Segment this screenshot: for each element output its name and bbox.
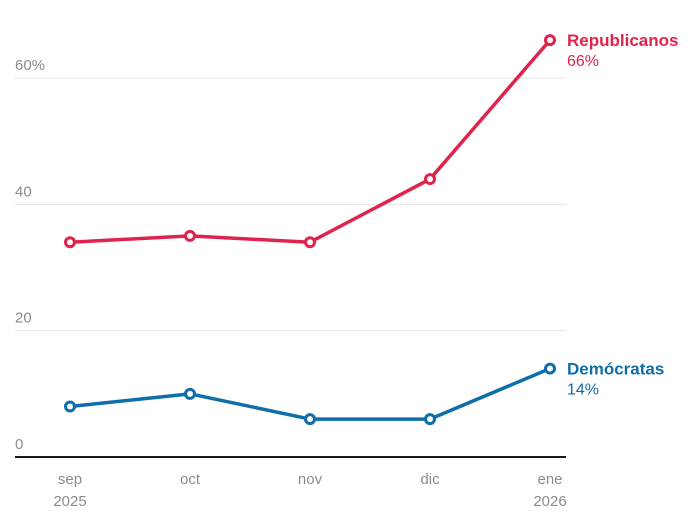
data-point-marker: [64, 400, 76, 413]
data-point-marker: [184, 387, 196, 400]
y-tick-label: 20: [15, 310, 32, 327]
data-point-marker: [544, 362, 556, 375]
series-line-demócratas: [68, 366, 552, 421]
data-point-marker: [64, 236, 76, 249]
data-point-marker: [424, 173, 436, 186]
data-point-marker: [424, 413, 436, 426]
data-point-marker: [304, 413, 316, 426]
x-axis-tick-labels: sep 2025 oct nov dic ene 2026: [53, 471, 566, 510]
data-point-marker: [304, 236, 316, 249]
series-end-label: Republicanos: [567, 31, 678, 50]
series-line-republicanos: [68, 38, 552, 244]
x-tick-label: ene: [537, 471, 562, 488]
series-end-value: 66%: [567, 53, 599, 70]
series-end-labels-group: Republicanos 66% Demócratas 14%: [567, 31, 678, 398]
y-tick-label: 40: [15, 183, 32, 200]
x-tick-label: nov: [298, 471, 323, 488]
data-point-marker: [544, 34, 556, 47]
y-tick-label: 0: [15, 436, 23, 453]
x-tick-year-label: 2026: [533, 493, 566, 510]
y-axis-tick-labels: 0 20 40 60%: [15, 57, 45, 453]
series-end-value: 14%: [567, 382, 599, 399]
data-point-marker: [184, 229, 196, 242]
x-tick-label: dic: [420, 471, 440, 488]
series-end-label: Demócratas: [567, 360, 664, 379]
series-lines-group: [64, 34, 556, 426]
x-tick-label: oct: [180, 471, 201, 488]
y-tick-label: 60%: [15, 57, 45, 74]
gridlines-group: [15, 77, 566, 332]
x-tick-label: sep: [58, 471, 82, 488]
x-tick-year-label: 2025: [53, 493, 86, 510]
